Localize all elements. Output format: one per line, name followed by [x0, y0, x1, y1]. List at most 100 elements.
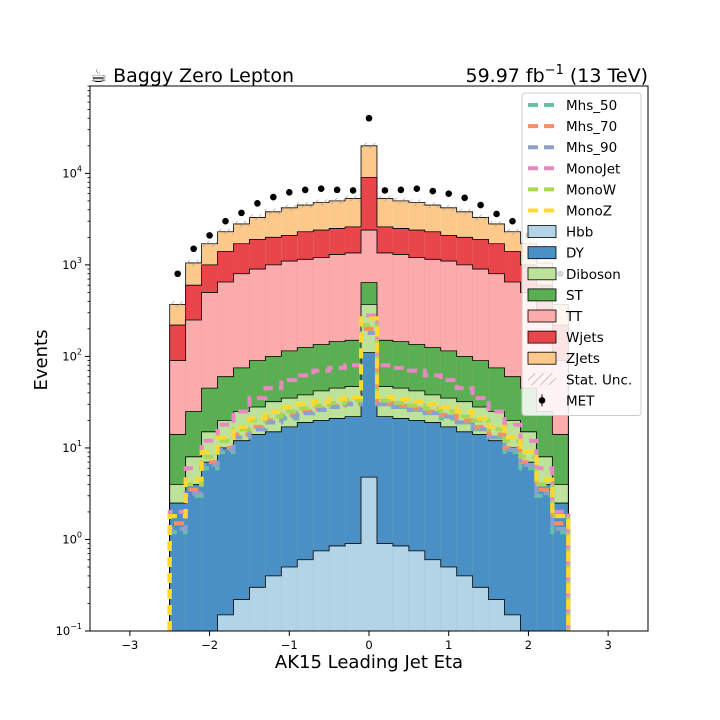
- met-point: [238, 209, 245, 217]
- met-point: [317, 185, 325, 192]
- stat-unc-band: [281, 204, 298, 211]
- legend-item-mhs-90: Mhs_90: [528, 140, 617, 156]
- y-tick-label: 101: [62, 439, 82, 455]
- legend-item-monow: MonoW: [528, 182, 616, 198]
- legend-item-wjets: Wjets: [527, 330, 604, 346]
- y-tick-label: 100: [62, 530, 82, 546]
- legend-label: DY: [566, 246, 585, 262]
- legend-item-monoz: MonoZ: [528, 204, 612, 220]
- legend-item-hbb: Hbb: [527, 225, 593, 241]
- legend-item-tt: TT: [527, 309, 583, 325]
- legend-label: Hbb: [566, 225, 593, 241]
- x-tick-label: −2: [201, 638, 218, 652]
- stack-outline-wjets: [169, 177, 569, 631]
- stack-bar-hbb: [345, 543, 362, 631]
- y-axis-ticks: 10−1 100 101 102 103 104: [56, 85, 90, 638]
- stack-outline-st: [169, 282, 569, 631]
- y-tick-label: 104: [62, 164, 82, 180]
- legend-item-zjets: ZJets: [527, 351, 600, 367]
- met-point: [285, 189, 293, 196]
- stack-bar-hbb: [424, 559, 441, 631]
- met-point: [190, 245, 197, 253]
- right-title: 59.97 fb−1 (13 TeV): [465, 63, 648, 87]
- stack-bar-hbb: [265, 575, 282, 631]
- met-point: [445, 190, 453, 197]
- met-point: [381, 187, 389, 194]
- stack-bar-hbb: [488, 599, 505, 631]
- x-tick-label: 3: [604, 638, 611, 652]
- stat-unc-band: [456, 208, 473, 215]
- stat-unc-band: [313, 199, 330, 206]
- stack-bar-dy: [217, 447, 234, 631]
- legend-label: MonoZ: [566, 204, 612, 220]
- stack-bar-hbb: [456, 575, 473, 631]
- stat-unc-band: [488, 220, 505, 228]
- x-tick-label: −3: [121, 638, 138, 652]
- x-axis-ticks: −3 −2 −1 0 1 2 3: [121, 631, 612, 652]
- legend-label: Mhs_70: [566, 119, 617, 135]
- stat-unc-band: [408, 199, 425, 206]
- met-point: [270, 193, 277, 201]
- stat-unc-band: [504, 228, 521, 235]
- legend-label: Diboson: [566, 267, 621, 283]
- stat-unc-band: [376, 195, 393, 202]
- legend-swatch: [538, 397, 546, 404]
- stack-bar-dy: [520, 462, 537, 631]
- met-point: [461, 194, 468, 202]
- stack-bar-dy: [249, 434, 266, 631]
- stat-unc-band: [265, 208, 282, 215]
- legend-item-st: ST: [527, 288, 584, 304]
- stack-bar-dy: [169, 503, 186, 631]
- stack-bar-dy: [552, 503, 569, 631]
- stat-unc-band: [424, 202, 441, 209]
- legend-label: ZJets: [566, 351, 600, 367]
- stack-bar-dy: [488, 440, 505, 631]
- legend-swatch: [527, 330, 557, 344]
- met-point: [477, 201, 484, 209]
- met-point: [222, 217, 229, 225]
- stack-bar-hbb: [281, 567, 298, 631]
- x-tick-label: 0: [365, 638, 372, 652]
- signal-line-monoz: [167, 316, 571, 631]
- stack-bar-dy: [472, 434, 489, 631]
- signal-line-mhs-90: [167, 331, 571, 631]
- legend-item-mhs-50: Mhs_50: [528, 98, 617, 114]
- stack-outline-hbb: [169, 476, 569, 631]
- legend-item-mhs-70: Mhs_70: [528, 119, 617, 135]
- stat-unc-band: [361, 142, 377, 149]
- right-title-exponent: −1: [545, 63, 564, 78]
- met-point: [493, 210, 500, 218]
- legend: Mhs_50 Mhs_70 Mhs_90 MonoJet MonoW MonoZ Hbb DY…: [521, 92, 642, 416]
- stack-bar-dy: [185, 484, 202, 631]
- legend-item-dy: DY: [527, 246, 585, 262]
- legend-label: Stat. Unc.: [566, 372, 632, 388]
- stack-bar-hbb: [217, 614, 234, 631]
- legend-swatch: [527, 288, 557, 302]
- signal-line-mhs-70: [167, 326, 571, 631]
- stack-bar-dy: [201, 462, 218, 631]
- legend-label: Mhs_50: [566, 98, 617, 114]
- left-title: ☕ Baggy Zero Lepton: [90, 65, 294, 87]
- stack-bar-hbb: [376, 543, 393, 631]
- met-point: [174, 270, 181, 278]
- met-point: [254, 200, 261, 207]
- legend-swatch: [527, 225, 557, 239]
- legend-item-diboson: Diboson: [527, 267, 621, 283]
- legend-label: ST: [566, 288, 584, 304]
- y-axis-label: Events: [31, 330, 52, 391]
- stat-unc-band: [440, 204, 457, 211]
- x-tick-label: −1: [281, 638, 298, 652]
- legend-swatch: [527, 309, 557, 323]
- stack-bar-hbb: [361, 477, 377, 631]
- stack-bar-dy: [536, 484, 553, 631]
- met-point: [509, 217, 516, 225]
- stat-unc-band: [345, 195, 362, 202]
- stack-bar-dy: [504, 447, 521, 631]
- stack-bar-hbb: [329, 545, 346, 631]
- stat-unc-band: [472, 214, 489, 221]
- stat-unc-band: [217, 228, 234, 235]
- stat-unc-band: [233, 220, 250, 228]
- legend-label: MonoJet: [566, 161, 620, 177]
- legend-swatch: [527, 267, 557, 281]
- stat-unc-band: [169, 301, 186, 308]
